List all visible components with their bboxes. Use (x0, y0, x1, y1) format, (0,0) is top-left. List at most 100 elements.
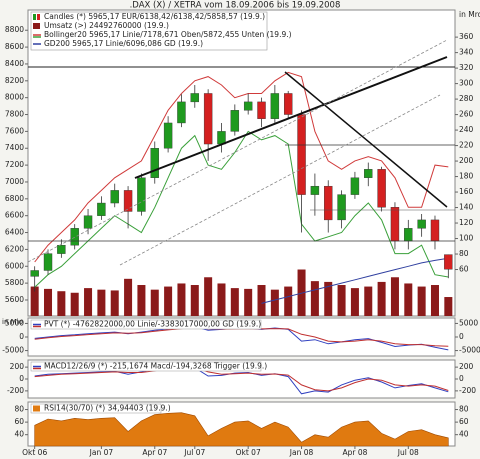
legend-label: Bollinger20 5965,17 Linie/7178,671 Oben/… (44, 30, 292, 39)
candle-body (30, 270, 39, 277)
candle-body (297, 114, 306, 195)
volume-bar (244, 288, 253, 316)
x-tick-label: Jan 08 (289, 448, 314, 457)
y-tick-label: 260 (459, 110, 474, 119)
volume-bar (284, 286, 293, 316)
volume-bar (364, 286, 373, 316)
candle-body (177, 101, 186, 124)
y-tick-label: 8600 (5, 42, 24, 51)
candle-body (350, 177, 360, 195)
y-tick-label: 60 (459, 265, 469, 274)
y-tick-label: 5600 (5, 295, 24, 304)
y-tick-label: 0 (19, 374, 24, 383)
candle-body (97, 202, 106, 216)
y-tick-label: 140 (459, 203, 474, 212)
y-tick-label: 6000 (5, 261, 24, 270)
y-tick-label: 7600 (5, 126, 24, 135)
legend-box (30, 403, 162, 414)
volume-bar (150, 289, 159, 316)
y-tick-label: 7200 (5, 160, 24, 169)
candle-body (217, 131, 226, 145)
legend-label: GD200 5965,17 Linie/6096,086 GD (19.9.) (44, 39, 203, 48)
candle-body (377, 169, 386, 208)
channel-line (119, 94, 441, 266)
y-tick-label: 340 (459, 48, 474, 57)
candle-body (110, 190, 119, 204)
candle-body (70, 228, 79, 246)
candle-body (324, 185, 333, 221)
y-tick-label: 120 (459, 218, 474, 227)
trend-lines (27, 39, 455, 266)
y-tick-label: 320 (459, 63, 474, 72)
y-tick-label: 360 (459, 32, 474, 41)
y-tick-label: 220 (459, 141, 474, 150)
y-tick-label: 100 (459, 234, 474, 243)
y-tick-label: 60 (14, 417, 24, 426)
x-tick-label: Apr 08 (342, 448, 367, 457)
candle-body (257, 101, 266, 119)
y-tick-label: 5000 (459, 318, 478, 327)
x-tick-label: Apr 07 (142, 448, 167, 457)
y2-axis-label: in Mrd (459, 10, 480, 19)
candle-body (430, 219, 440, 242)
indicator-line (34, 365, 449, 395)
legend-swatch (37, 14, 40, 20)
y-tick-label: -5000 (2, 346, 24, 355)
candle-body (83, 215, 93, 229)
y-tick-label: -200 (7, 386, 24, 395)
volume-bar (177, 283, 186, 316)
volume-bar (57, 291, 66, 316)
y-tick-label: -200 (459, 386, 476, 395)
volume-bar (417, 286, 426, 316)
volume-bar (84, 288, 93, 316)
volume-bar (404, 283, 413, 316)
legend-swatch (33, 405, 40, 412)
y-tick-label: 8200 (5, 76, 24, 85)
bollinger-lower (34, 130, 449, 288)
y-tick-label: -5000 (459, 346, 480, 355)
legend-label: Umsatz (>) 24492760000 (19.9.) (44, 21, 169, 30)
candle-body (243, 101, 253, 111)
y-tick-label: 5800 (5, 278, 24, 287)
y-tick-label: 180 (459, 172, 474, 181)
legend-label: Candles (*) 5965,17 EUR/6138,42/6138,42/… (44, 12, 265, 21)
volume-bar (430, 285, 439, 316)
y-tick-label: 8800 (5, 25, 24, 34)
volume-bar (110, 290, 119, 316)
volume-bar (350, 288, 359, 316)
volume-bar (124, 278, 133, 316)
legend-label: MACD12/26/9 (*) -215,1674 Macd/-194,3268… (44, 362, 267, 371)
candle-body (203, 93, 213, 145)
volume-bar (230, 288, 239, 316)
volume-bar (70, 292, 79, 316)
y-tick-label: 40 (459, 430, 469, 439)
y-tick-label: 6800 (5, 194, 24, 203)
volume-bar (324, 281, 333, 316)
y-tick-label: 0 (459, 332, 464, 341)
y-tick-label: 6200 (5, 244, 24, 253)
volume-bar (310, 281, 319, 316)
y-tick-label: 5000 (5, 318, 24, 327)
y-tick-label: 80 (459, 405, 469, 414)
legend-label: PVT (*) -4762822000,00 Linie/-3383017000… (44, 320, 261, 329)
candle-body (43, 253, 53, 271)
candle-body (137, 177, 146, 212)
x-tick-label: Jul 07 (183, 448, 205, 457)
y-tick-label: 200 (459, 156, 474, 165)
indicator-line (34, 366, 449, 392)
y-tick-label: 0 (19, 332, 24, 341)
volume-bar (137, 285, 146, 316)
candle-body (57, 244, 66, 254)
channel-line (27, 39, 448, 263)
candle-body (417, 219, 426, 229)
y-tick-label: 80 (14, 405, 24, 414)
candle-body (337, 194, 346, 221)
trend-line (134, 56, 448, 179)
y-tick-label: 8400 (5, 59, 24, 68)
gd200-line (261, 257, 449, 304)
candle-body (150, 148, 159, 178)
candle-body (310, 185, 320, 195)
y-tick-label: 300 (459, 79, 474, 88)
candle-body (390, 207, 400, 242)
